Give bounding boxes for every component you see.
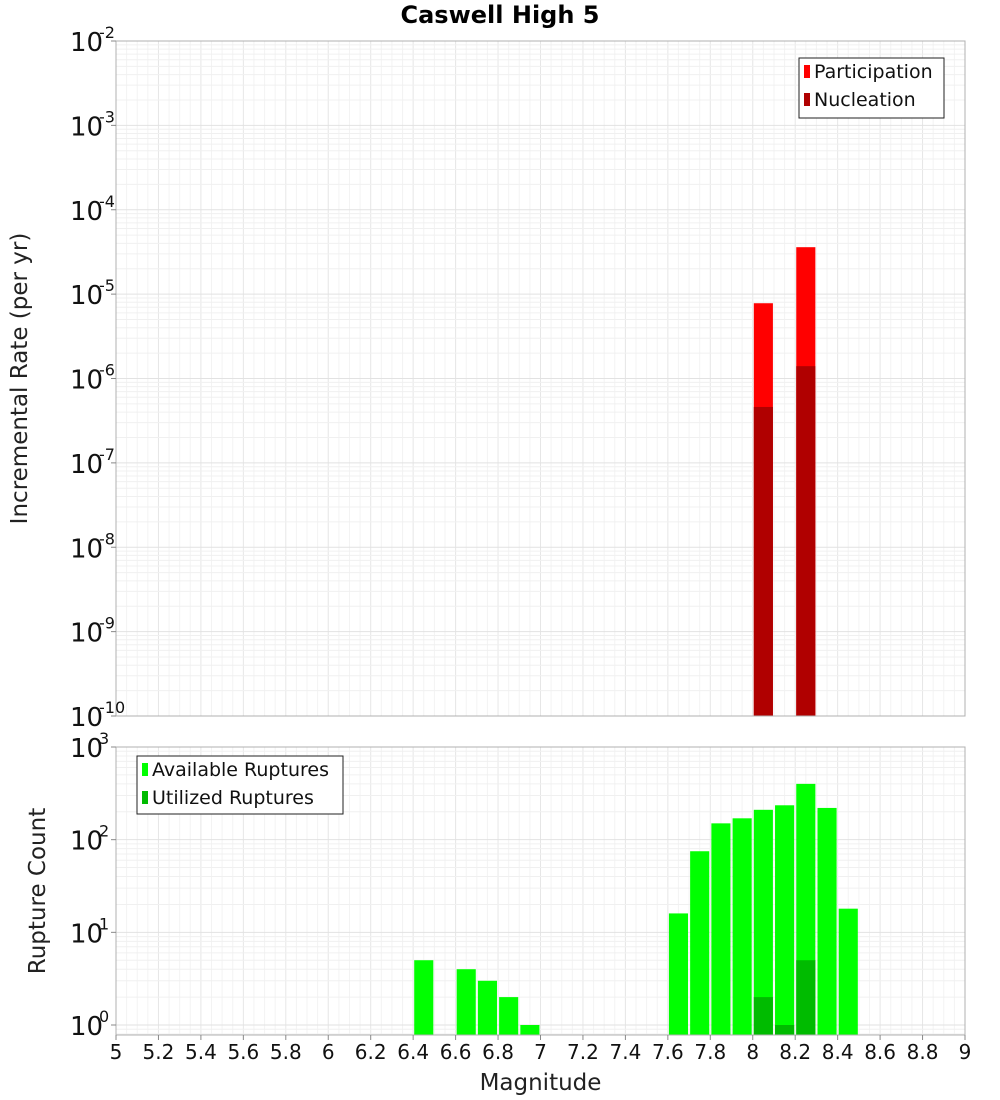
rupture-y-tick-label: 10: [70, 1012, 103, 1042]
magnitude-x-ticks: 5 5.2 5.4 5.6 5.8 6 6.2 6.4 6.6 6.8 7 7.2 7.4 7.6 7.8 8…: [110, 1035, 972, 1064]
x-tick-label: 6: [322, 1040, 335, 1064]
x-tick-label: 5: [110, 1040, 123, 1064]
legend-utilized-ruptures-label: Utilized Ruptures: [152, 787, 314, 809]
available-ruptures-bar: [838, 908, 858, 1035]
available-ruptures-bar: [732, 818, 752, 1035]
legend-box: [136, 755, 344, 815]
rate-y-tick-exponent: -7: [99, 445, 115, 464]
rupture-y-tick-label: 10: [70, 827, 103, 857]
rupture-y-tick-exponent: 1: [99, 914, 109, 933]
rate-y-tick-label: 10: [70, 703, 103, 733]
x-tick-label: 6.4: [397, 1040, 429, 1064]
x-axis-label: Magnitude: [480, 1070, 602, 1096]
rate-y-tick-exponent: -8: [99, 529, 115, 548]
nucleation-bar: [796, 366, 816, 716]
rate-y-tick-exponent: -3: [99, 107, 115, 126]
x-tick-label: 7.2: [567, 1040, 599, 1064]
x-tick-label: 7.8: [694, 1040, 726, 1064]
rate-gridlines: [115, 41, 966, 717]
x-tick-label: 8.6: [864, 1040, 896, 1064]
rupture-y-tick-exponent: 0: [99, 1007, 109, 1026]
rate-y-tick-exponent: -9: [99, 614, 115, 633]
x-tick-label: 7.4: [609, 1040, 641, 1064]
available-ruptures-bar: [690, 851, 710, 1035]
available-ruptures-bar: [477, 980, 497, 1035]
legend-available-ruptures-swatch: [142, 763, 148, 776]
rate-y-tick-label: 10: [70, 28, 103, 58]
available-ruptures-bar: [817, 807, 837, 1035]
utilized-ruptures-bar: [775, 1025, 795, 1035]
available-ruptures-bar: [775, 805, 795, 1035]
rate-y-tick-label: 10: [70, 534, 103, 564]
available-ruptures-bar: [520, 1025, 540, 1035]
rate-y-tick-label: 10: [70, 450, 103, 480]
rate-legend: Participation Nucleation: [798, 57, 945, 119]
available-ruptures-bar: [711, 823, 731, 1035]
rupture-bars: [414, 783, 858, 1035]
rate-y-tick-exponent: -2: [99, 23, 115, 42]
rupture-y-tick-exponent: 3: [99, 729, 109, 748]
legend-participation-label: Participation: [814, 61, 933, 83]
x-tick-label: 5.2: [143, 1040, 175, 1064]
rupture-y-axis-label: Rupture Count: [25, 808, 51, 974]
x-tick-label: 6.8: [482, 1040, 514, 1064]
rupture-legend: Available Ruptures Utilized Ruptures: [136, 755, 344, 815]
available-ruptures-bar: [414, 960, 434, 1035]
x-tick-label: 5.6: [227, 1040, 259, 1064]
x-tick-label: 8: [746, 1040, 759, 1064]
x-tick-label: 6.6: [440, 1040, 472, 1064]
x-tick-label: 5.4: [185, 1040, 217, 1064]
utilized-ruptures-bar: [796, 960, 816, 1035]
rupture-y-tick-exponent: 2: [99, 822, 109, 841]
rate-y-tick-label: 10: [70, 112, 103, 142]
legend-available-ruptures-label: Available Ruptures: [152, 759, 329, 781]
rate-y-tick-label: 10: [70, 197, 103, 227]
legend-participation-swatch: [804, 65, 810, 78]
x-tick-label: 8.2: [779, 1040, 811, 1064]
x-tick-label: 6.2: [355, 1040, 387, 1064]
x-tick-label: 8.8: [907, 1040, 939, 1064]
rate-y-axis-label: Incremental Rate (per yr): [7, 233, 33, 525]
x-tick-label: 5.8: [270, 1040, 302, 1064]
available-ruptures-bar: [499, 997, 519, 1035]
available-ruptures-bar: [753, 809, 773, 1035]
utilized-ruptures-bar: [753, 997, 773, 1035]
rupture-y-tick-label: 10: [70, 734, 103, 764]
x-tick-label: 7: [534, 1040, 547, 1064]
nucleation-bar: [753, 406, 773, 716]
legend-utilized-ruptures-swatch: [142, 791, 148, 804]
rate-y-tick-label: 10: [70, 366, 103, 396]
rate-y-tick-label: 10: [70, 281, 103, 311]
rate-y-tick-exponent: -4: [99, 192, 115, 211]
x-tick-label: 7.6: [652, 1040, 684, 1064]
chart-title: Caswell High 5: [401, 1, 600, 29]
rate-y-tick-label: 10: [70, 619, 103, 649]
rate-y-tick-exponent: -6: [99, 361, 115, 380]
legend-nucleation-swatch: [804, 93, 810, 106]
rate-y-tick-exponent: -5: [99, 276, 115, 295]
available-ruptures-bar: [456, 969, 476, 1035]
x-tick-label: 9: [959, 1040, 972, 1064]
legend-nucleation-label: Nucleation: [814, 89, 916, 111]
rate-y-tick-exponent: -10: [99, 698, 125, 717]
x-tick-label: 8.4: [822, 1040, 854, 1064]
available-ruptures-bar: [668, 913, 689, 1035]
rate-bars: [753, 247, 816, 716]
rupture-y-tick-label: 10: [70, 919, 103, 949]
legend-box: [798, 57, 945, 119]
